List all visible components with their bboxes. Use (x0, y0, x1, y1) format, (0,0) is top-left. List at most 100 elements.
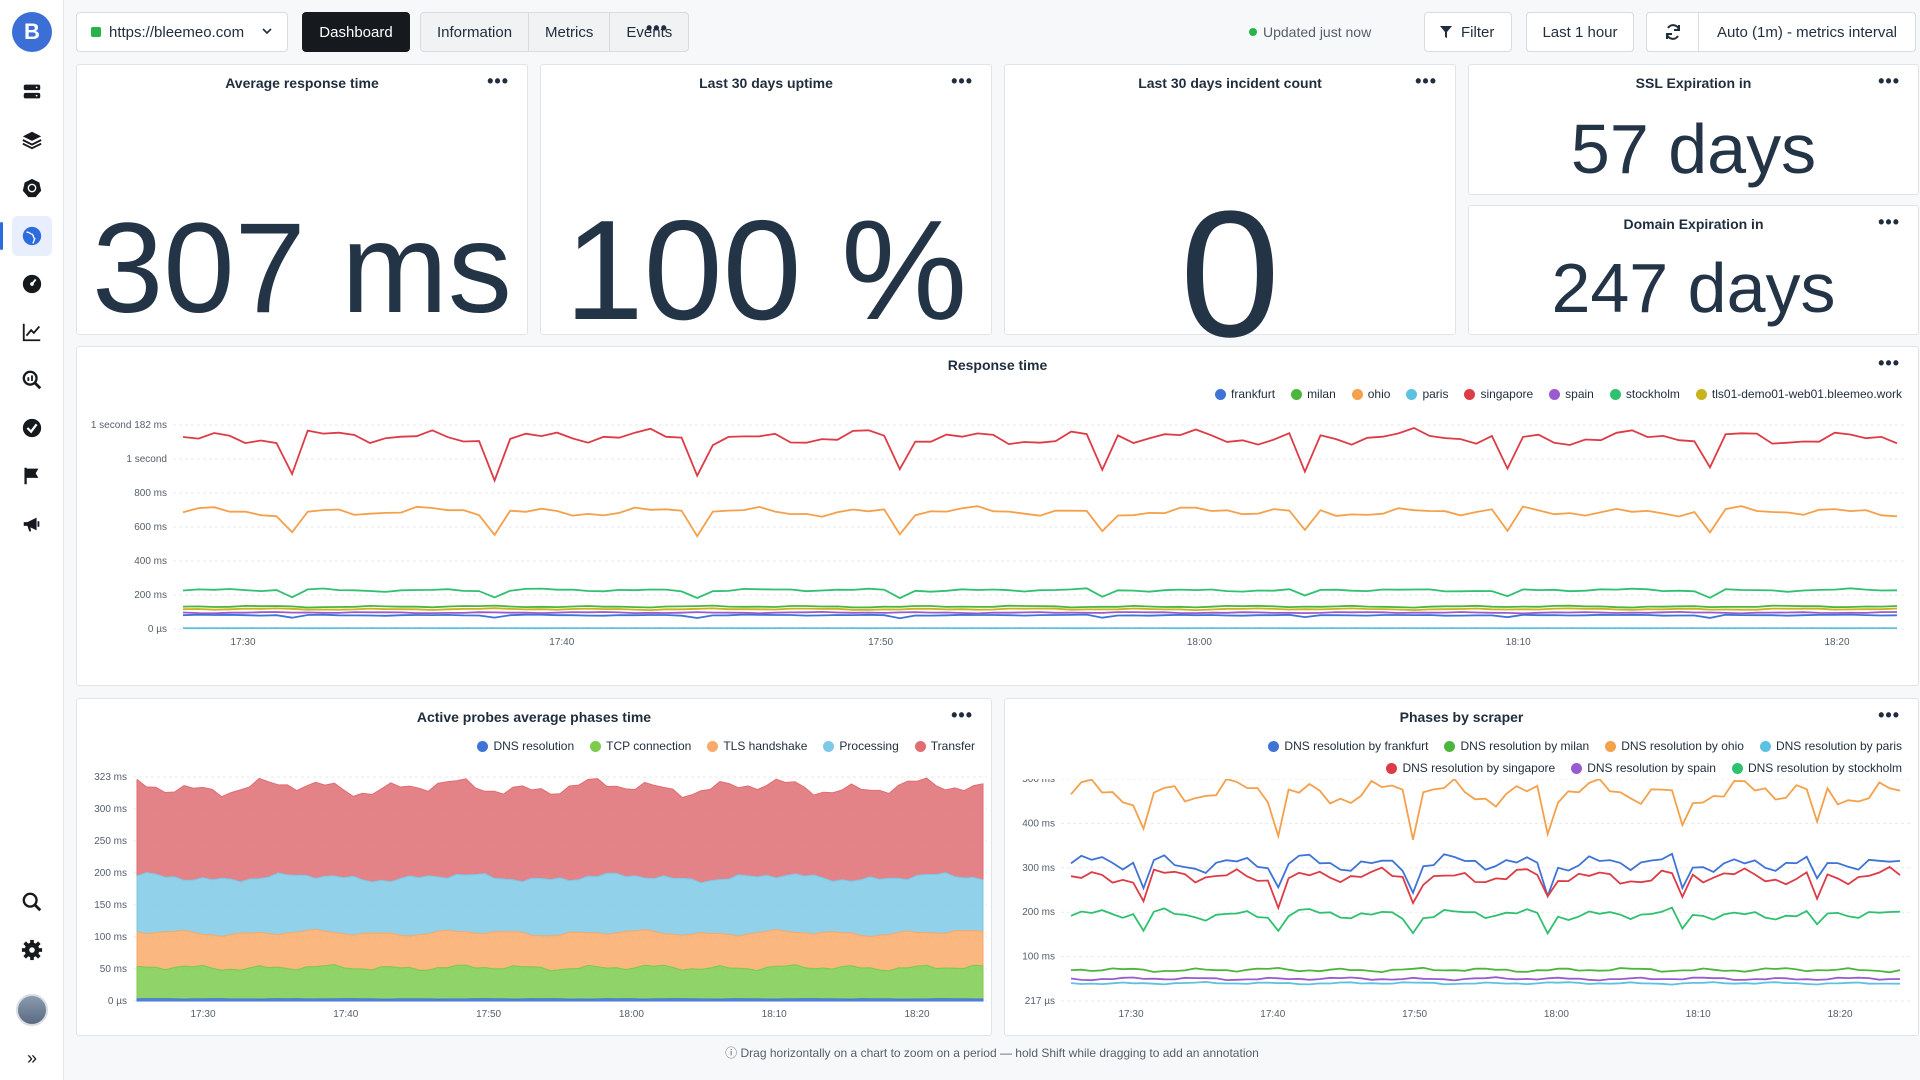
avatar[interactable] (12, 990, 52, 1030)
legend-item[interactable]: ohio (1351, 387, 1390, 401)
legend-color-dot (1609, 388, 1621, 400)
bleemeo-logo[interactable]: B (12, 12, 52, 52)
legend-color-dot (1351, 388, 1363, 400)
panel-menu-button[interactable]: ••• (1415, 71, 1437, 91)
probes-phases-panel: Active probes average phases time ••• DN… (76, 698, 992, 1036)
legend-item[interactable]: frankfurt (1215, 387, 1275, 401)
time-range-button[interactable]: Last 1 hour (1526, 12, 1634, 52)
panel-title: Last 30 days uptime (699, 75, 833, 91)
y-tick-label: 250 ms (94, 836, 127, 847)
ssl-expiration-panel: SSL Expiration in ••• 57 days (1468, 64, 1919, 195)
y-tick-label: 100 ms (94, 932, 127, 943)
phases-by-scraper-chart[interactable]: 500 ms 400 ms 300 ms 200 ms 100 ms 217 µs 17:3… (1005, 779, 1920, 1037)
y-tick-label: 150 ms (94, 900, 127, 911)
status-text: Updated just now (1263, 24, 1372, 40)
chart-title: Active probes average phases time (416, 709, 652, 725)
filter-button[interactable]: Filter (1424, 12, 1512, 52)
tab-metrics[interactable]: Metrics (529, 13, 611, 51)
panel-menu-button[interactable]: ••• (1878, 212, 1900, 232)
flag-icon[interactable] (12, 456, 52, 496)
x-tick-label: 17:40 (549, 637, 574, 648)
legend-item[interactable]: DNS resolution by singapore (1386, 761, 1555, 775)
panel-menu-button[interactable]: ••• (951, 705, 973, 725)
legend-item[interactable]: stockholm (1609, 387, 1680, 401)
tab-events[interactable]: Events (626, 23, 673, 41)
legend-item[interactable]: TCP connection (590, 739, 691, 753)
more-options-button[interactable]: ••• (646, 18, 668, 38)
series-line (182, 607, 1898, 612)
legend-item[interactable]: DNS resolution by milan (1444, 739, 1589, 753)
legend-label: DNS resolution by paris (1775, 739, 1902, 753)
dashboard-gauge-icon[interactable] (12, 264, 52, 304)
legend-item[interactable]: TLS handshake (707, 739, 807, 753)
legend-color-dot (1464, 388, 1476, 400)
response-time-chart[interactable]: 1 second 182 ms 1 second 800 ms 600 ms 400 m… (77, 407, 1920, 687)
legend-item[interactable]: DNS resolution by ohio (1605, 739, 1744, 753)
legend-item[interactable]: milan (1291, 387, 1336, 401)
panel-menu-button[interactable]: ••• (951, 71, 973, 91)
refresh-button[interactable] (1647, 13, 1699, 51)
domain-expiration-panel: Domain Expiration in ••• 247 days (1468, 205, 1919, 335)
update-status: Updated just now (1249, 24, 1371, 40)
legend-item[interactable]: singapore (1464, 387, 1533, 401)
dashboard-tab-button[interactable]: Dashboard (302, 12, 410, 52)
x-tick-label: 18:20 (1827, 1009, 1852, 1020)
legend-item[interactable]: DNS resolution by frankfurt (1268, 739, 1428, 753)
panel-menu-button[interactable]: ••• (1878, 705, 1900, 725)
avg-response-value: 307 ms (92, 197, 512, 340)
kubernetes-icon[interactable] (12, 168, 52, 208)
probes-phases-chart[interactable]: 323 ms 300 ms 250 ms 200 ms 150 ms 100 ms 50 m… (77, 759, 993, 1037)
legend-item[interactable]: tls01-demo01-web01.bleemeo.work (1695, 387, 1902, 401)
legend-item[interactable]: DNS resolution by spain (1571, 761, 1716, 775)
gear-icon[interactable] (12, 930, 52, 970)
y-tick-label: 0 µs (108, 996, 127, 1007)
panel-menu-button[interactable]: ••• (1878, 353, 1900, 373)
zoom-hint: ⓘ Drag horizontally on a chart to zoom o… (64, 1044, 1920, 1061)
legend-label: stockholm (1625, 387, 1680, 401)
y-tick-label: 200 ms (94, 868, 127, 879)
megaphone-icon[interactable] (12, 504, 52, 544)
legend-item[interactable]: DNS resolution by paris (1759, 739, 1902, 753)
legend-label: paris (1422, 387, 1449, 401)
legend-label: TCP connection (606, 739, 692, 753)
uptime-panel: Last 30 days uptime ••• 100 % (540, 64, 992, 342)
check-circle-icon[interactable] (12, 408, 52, 448)
legend-color-dot (1605, 740, 1617, 752)
filter-icon (1440, 26, 1452, 38)
layers-icon[interactable] (12, 120, 52, 160)
area-series (136, 928, 984, 972)
search-chart-icon[interactable] (12, 360, 52, 400)
x-tick-label: 17:50 (476, 1009, 501, 1020)
interval-select[interactable]: Auto (1m) - metrics interval (1716, 23, 1898, 41)
series-line (182, 604, 1898, 609)
search-icon[interactable] (12, 882, 52, 922)
legend-item[interactable]: spain (1549, 387, 1594, 401)
panel-menu-button[interactable]: ••• (487, 71, 509, 91)
legend-item[interactable]: Transfer (914, 739, 975, 753)
chart-line-icon[interactable] (12, 312, 52, 352)
legend-color-dot (1731, 762, 1743, 774)
panel-title: Domain Expiration in (1623, 216, 1764, 232)
legend-color-dot (1444, 740, 1456, 752)
legend-color-dot (1549, 388, 1561, 400)
legend-item[interactable]: paris (1406, 387, 1448, 401)
expand-icon[interactable]: » (26, 1047, 37, 1068)
legend-item[interactable]: DNS resolution by stockholm (1731, 761, 1902, 775)
tab-information[interactable]: Information (421, 13, 530, 51)
servers-icon[interactable] (12, 72, 52, 112)
chart-legend: DNS resolution TCP connection TLS handshak… (477, 739, 975, 753)
series-line (1070, 976, 1901, 982)
legend-item[interactable]: Processing (823, 739, 899, 753)
globe-icon[interactable] (0, 216, 52, 256)
panel-title: Last 30 days incident count (1138, 75, 1322, 91)
y-tick-label: 300 ms (1022, 863, 1055, 874)
panel-menu-button[interactable]: ••• (1878, 71, 1900, 91)
main-content: https://bleemeo.com Dashboard Informatio… (64, 0, 1920, 1080)
legend-label: tls01-demo01-web01.bleemeo.work (1711, 387, 1902, 401)
site-selector[interactable]: https://bleemeo.com (76, 12, 288, 52)
legend-item[interactable]: DNS resolution (477, 739, 574, 753)
series-line (182, 505, 1898, 538)
uptime-value: 100 % (564, 191, 968, 350)
tab-group: Information Metrics Events (420, 12, 690, 52)
legend-label: spain (1565, 387, 1594, 401)
